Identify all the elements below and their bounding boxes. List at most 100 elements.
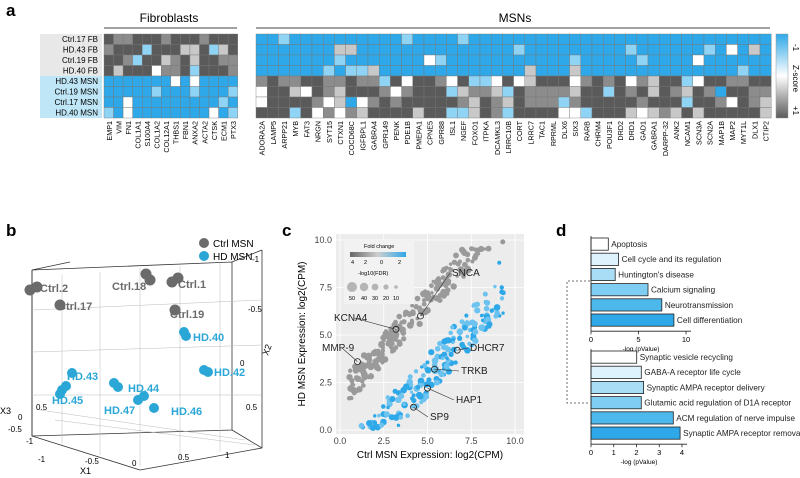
heatmap-cell bbox=[435, 33, 447, 45]
heatmap-cell bbox=[435, 96, 447, 108]
heatmap-cell bbox=[189, 86, 200, 98]
heatmap-cell bbox=[113, 96, 124, 108]
pca-x2-tick: -1 bbox=[252, 255, 260, 264]
pca-x3-tick: -0.5 bbox=[8, 425, 22, 434]
scatter-point-up bbox=[399, 320, 404, 325]
heatmap-column-label: ANK2 bbox=[672, 121, 681, 140]
scatter-point-down bbox=[398, 414, 404, 420]
heatmap-cell bbox=[267, 33, 279, 45]
scatter-point-down bbox=[422, 393, 430, 400]
pca-ctrl-point bbox=[144, 274, 156, 286]
scatter-point-up bbox=[396, 313, 403, 320]
heatmap-cell bbox=[681, 65, 693, 77]
heatmap-cell bbox=[726, 54, 738, 66]
scatter-point-up bbox=[370, 349, 378, 357]
heatmap-cell bbox=[726, 44, 738, 56]
heatmap-cell bbox=[401, 33, 414, 45]
fdr-size-marker bbox=[371, 283, 379, 291]
heatmap-cell bbox=[659, 86, 671, 98]
heatmap-cell bbox=[692, 65, 705, 77]
heatmap-cell bbox=[558, 75, 570, 87]
gene-label: TRKB bbox=[461, 366, 488, 377]
pathway-bar-label: Cell differentiation bbox=[677, 316, 743, 325]
heatmap-cell bbox=[208, 86, 219, 98]
heatmap-cell bbox=[524, 107, 537, 119]
scatter-point-up bbox=[470, 259, 475, 264]
heatmap-cell bbox=[199, 75, 210, 87]
heatmap-cell bbox=[180, 75, 191, 87]
heatmap-cell bbox=[614, 44, 626, 56]
heatmap-cell bbox=[748, 86, 761, 98]
pca-ctrl-label: Ctrl.17 bbox=[58, 301, 92, 313]
heatmap-cell bbox=[334, 44, 346, 56]
heatmap-cell bbox=[491, 107, 503, 119]
pca-x1-tick: -1 bbox=[38, 455, 46, 464]
fdr-size-tick: 20 bbox=[383, 296, 389, 302]
heatmap-cell bbox=[170, 86, 181, 98]
heatmap-cell bbox=[132, 65, 143, 77]
heatmap-cell bbox=[255, 75, 268, 87]
scatter-point-down bbox=[413, 369, 419, 374]
scatter-point-down bbox=[417, 393, 424, 400]
scatter-point-up bbox=[416, 320, 423, 328]
heatmap-cell bbox=[681, 107, 693, 119]
heatmap-cell bbox=[311, 75, 324, 87]
heatmap-cell bbox=[468, 44, 481, 56]
scatter-point-down bbox=[499, 285, 504, 290]
heatmap-cell bbox=[703, 54, 716, 66]
scatter-point-down bbox=[440, 344, 447, 351]
heatmap-cell bbox=[502, 96, 514, 108]
heatmap-column-label: MAP2 bbox=[728, 121, 737, 141]
heatmap-cell bbox=[151, 65, 162, 77]
heatmap-cell bbox=[141, 44, 152, 56]
scatter-point-up bbox=[429, 283, 434, 289]
heatmap-cell bbox=[345, 96, 358, 108]
heatmap-cell bbox=[603, 33, 615, 45]
heatmap-cell bbox=[289, 44, 302, 56]
scatter-point-down bbox=[489, 308, 494, 313]
heatmap-cell bbox=[132, 75, 143, 87]
scatter-point-down bbox=[372, 420, 376, 424]
heatmap-cell bbox=[457, 44, 470, 56]
scatter-point-down bbox=[373, 414, 377, 418]
heatmap-cell bbox=[647, 86, 660, 98]
heatmap-cell bbox=[300, 107, 313, 119]
heatmap-cell bbox=[267, 107, 279, 119]
heatmap-cell bbox=[580, 86, 593, 98]
heatmap-cell bbox=[227, 86, 238, 98]
heatmap-cell bbox=[323, 96, 335, 108]
heatmap-cell bbox=[603, 65, 615, 77]
heatmap-cell bbox=[569, 107, 581, 119]
heatmap-cell bbox=[670, 54, 682, 66]
heatmap-cell bbox=[446, 44, 458, 56]
heatmap-cell bbox=[334, 54, 346, 66]
heatmap-cell bbox=[726, 65, 738, 77]
scatter-point-up bbox=[347, 385, 354, 392]
heatmap-row-label: HD.40 MSN bbox=[55, 109, 98, 118]
heatmap-cell bbox=[401, 44, 414, 56]
pathway-bar bbox=[590, 380, 644, 394]
scatter-point-up bbox=[440, 290, 446, 296]
heatmap-cell bbox=[580, 44, 593, 56]
heatmap-cell bbox=[614, 107, 626, 119]
heatmap-cell bbox=[468, 33, 481, 45]
heatmap-cell bbox=[759, 96, 772, 108]
heatmap-cell bbox=[289, 107, 302, 119]
heatmap-column-label: CTXN1 bbox=[336, 121, 345, 145]
heatmap-cell bbox=[591, 107, 604, 119]
heatmap-cell bbox=[141, 96, 152, 108]
legend-hd-label: HD MSN bbox=[213, 252, 252, 263]
heatmap-cell bbox=[580, 96, 593, 108]
pathway-bar bbox=[590, 237, 609, 251]
heatmap-cell bbox=[113, 65, 124, 77]
heatmap-cell bbox=[569, 33, 581, 45]
heatmap-cell bbox=[356, 75, 369, 87]
scatter-y-axis-label: HD MSN Expression: log2(CPM) bbox=[297, 261, 308, 406]
scatter-point-down bbox=[443, 363, 450, 370]
heatmap-cell bbox=[180, 44, 191, 56]
heatmap-cell bbox=[255, 107, 268, 119]
heatmap-cell bbox=[227, 33, 238, 45]
heatmap-cell bbox=[479, 33, 492, 45]
pathway-bar bbox=[590, 252, 620, 266]
pathway-bar-label: Synaptic AMPA receptor delivery bbox=[647, 383, 766, 392]
